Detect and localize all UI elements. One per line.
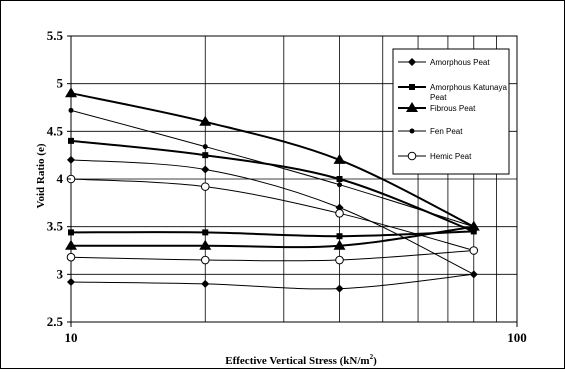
y-tick-label: 2.5 [47,314,64,329]
series-line-unloading [70,250,474,262]
data-point [67,155,75,164]
x-axis-title-main: Effective Vertical Stress (kN/m [225,355,369,367]
x-axis-ticks: 10 100 [65,322,527,345]
data-point [202,229,209,236]
data-point [202,152,209,159]
y-tick-label: 3.5 [47,219,64,234]
series-layer [65,87,480,293]
data-point [200,182,210,191]
y-tick-label: 4.5 [47,123,64,138]
data-point [200,255,210,265]
x-axis-title-suffix: ) [373,355,377,367]
data-point [335,284,344,293]
data-point [470,228,477,235]
y-tick-label: 5 [57,76,64,91]
x-axis-title: Effective Vertical Stress (kN/m2) [225,353,377,367]
series-line-loading [70,159,475,275]
legend-label: Amorphous Katunaya Peat [430,83,507,102]
legend-marker [409,128,415,134]
series-2 [65,87,480,250]
data-point [337,182,343,188]
data-point [335,255,344,265]
data-point [469,270,478,279]
y-axis-ticks: 2.5 3 3.5 4 4.5 5 5.5 [47,28,71,329]
legend-marker [409,84,415,90]
x-tick-label: 100 [507,330,527,345]
data-point [201,279,210,288]
data-point [201,165,210,174]
series-0 [67,155,478,293]
data-point [333,153,346,164]
data-point [199,239,212,250]
data-point [65,239,77,250]
series-4 [66,174,479,265]
data-point [336,176,343,182]
series-line-unloading [70,273,474,290]
series-line-loading [70,92,475,228]
x-tick-label: 10 [65,330,78,345]
data-point [335,209,344,218]
series-line-unloading [71,225,474,249]
y-axis-title: Void Ratio (e) [35,143,47,208]
data-point [471,224,477,230]
data-point [469,246,479,255]
legend-label: Amorphous Peat [430,58,490,67]
legend-label: Fibrous Peat [430,104,476,113]
series-line-loading [70,139,475,233]
data-point [68,229,74,236]
data-point [67,277,75,286]
series-3 [68,107,477,230]
legend-label: Fen Peat [430,127,463,136]
x-axis-title-superscript: 2 [370,353,374,361]
data-point [333,239,346,250]
data-point [199,115,212,126]
series-line-loading [70,109,474,228]
data-point [336,233,343,240]
data-point [202,144,208,150]
data-point [68,137,74,144]
legend-label: Hemic Peat [430,152,472,161]
series-line-loading [70,178,474,251]
data-point [65,87,77,98]
legend-marker [406,102,418,112]
legend: Amorphous Peat Amorphous Katunaya Peat Fibr… [392,48,510,175]
y-tick-label: 4 [57,171,64,186]
legend-marker [408,58,416,66]
data-point [66,252,76,262]
y-tick-label: 5.5 [47,28,64,43]
legend-marker [407,151,417,161]
data-point [68,107,74,113]
y-tick-label: 3 [57,266,64,281]
